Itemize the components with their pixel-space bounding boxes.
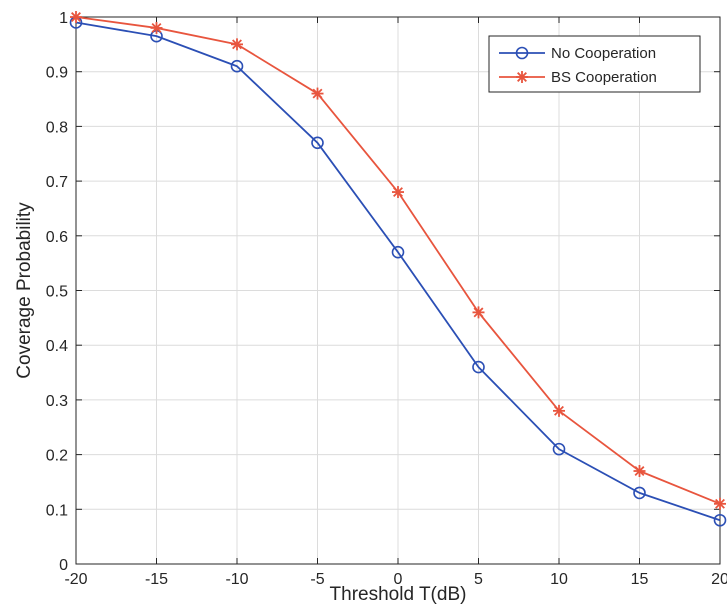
- grid-lines: [75, 16, 721, 565]
- y-axis-title: Coverage Probability: [14, 202, 35, 379]
- x-tick-label: 10: [550, 571, 568, 588]
- circle-marker: [472, 360, 485, 374]
- x-tick-label: 0: [394, 571, 403, 588]
- y-tick-label: 0.5: [46, 284, 68, 301]
- series-line: [75, 21, 721, 522]
- asterisk-marker: [516, 71, 528, 83]
- data-series: [69, 11, 727, 527]
- circle-marker: [552, 442, 566, 456]
- y-tick-label: 0.9: [46, 65, 68, 82]
- y-tick-label: 0.6: [46, 229, 68, 246]
- asterisk-marker: [70, 11, 82, 23]
- asterisk-marker: [553, 404, 565, 417]
- y-tick-label: 0.7: [46, 174, 68, 191]
- asterisk-marker: [311, 87, 324, 100]
- x-tick-label: 5: [474, 571, 483, 588]
- x-tick-label: -20: [64, 571, 87, 588]
- y-tick-label: 0.2: [46, 448, 68, 465]
- circle-marker: [311, 136, 324, 150]
- x-axis-title: Threshold T(dB): [330, 584, 467, 605]
- circle-marker: [713, 513, 727, 527]
- x-tick-label: -5: [310, 571, 324, 588]
- x-tick-label: 20: [711, 571, 727, 588]
- y-tick-label: 0.4: [46, 338, 68, 355]
- y-tick-label: 0.8: [46, 119, 68, 136]
- series-bs-cooperation: [70, 11, 726, 510]
- circle-marker: [515, 46, 529, 60]
- legend-label: BS Cooperation: [551, 69, 657, 86]
- x-tick-label: 15: [631, 571, 649, 588]
- asterisk-marker: [231, 38, 243, 51]
- asterisk-marker: [392, 186, 404, 199]
- circle-marker: [391, 245, 405, 259]
- y-tick-label: 0.3: [46, 393, 68, 410]
- asterisk-marker: [150, 21, 163, 34]
- asterisk-marker: [714, 497, 726, 510]
- x-tick-label: -10: [225, 571, 248, 588]
- asterisk-marker: [633, 465, 646, 478]
- series-no-cooperation: [69, 16, 727, 527]
- asterisk-marker: [472, 306, 485, 319]
- y-tick-label: 0.1: [46, 502, 68, 519]
- legend-item: BS Cooperation: [499, 69, 657, 86]
- y-tick-label: 0: [59, 557, 68, 574]
- circle-marker: [230, 59, 244, 73]
- x-tick-label: -15: [145, 571, 168, 588]
- legend: No Cooperation BS Cooperation: [488, 35, 701, 93]
- legend-box: [488, 35, 701, 93]
- y-tick-label: 1: [59, 10, 68, 27]
- legend-label: No Cooperation: [551, 45, 656, 62]
- circle-marker: [633, 486, 646, 500]
- legend-item: No Cooperation: [499, 45, 656, 62]
- axis-ticks: -20 -15 -10 -5 0 5 10 15 20 0 0.1 0.2 0.3 0.4 0.5 0.6 0.…: [46, 10, 727, 588]
